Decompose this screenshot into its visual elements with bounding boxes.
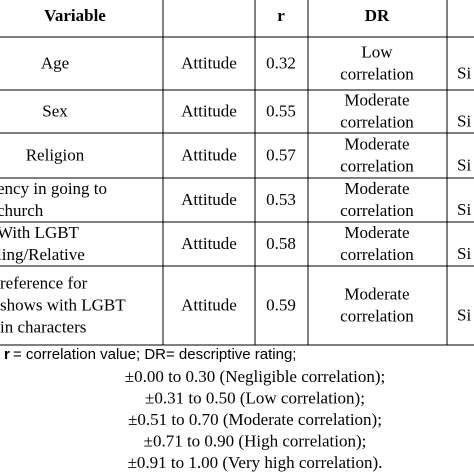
descriptive-rating: correlation bbox=[340, 306, 414, 325]
scale-note: ±0.91 to 1.00 (Very high correlation). bbox=[128, 453, 383, 472]
descriptive-rating: correlation bbox=[340, 245, 414, 264]
r-value: 0.53 bbox=[266, 190, 296, 209]
variable-label: Age bbox=[41, 53, 69, 72]
variable-label: shows with LGBT bbox=[0, 295, 126, 314]
r-value: 0.55 bbox=[266, 101, 296, 120]
variable-label: ency in going to bbox=[0, 179, 107, 198]
correlated-with: Attitude bbox=[181, 101, 237, 120]
variable-label: church bbox=[0, 201, 44, 220]
scale-note: ±0.71 to 0.90 (High correlation); bbox=[144, 431, 367, 450]
r-value: 0.58 bbox=[266, 234, 296, 253]
correlated-with: Attitude bbox=[181, 53, 237, 72]
remark: Si bbox=[457, 63, 471, 82]
variable-label: in characters bbox=[0, 317, 86, 336]
descriptive-rating: Moderate bbox=[344, 134, 409, 153]
scale-note: ±0.31 to 0.50 (Low correlation); bbox=[145, 388, 365, 407]
descriptive-rating: correlation bbox=[340, 64, 414, 83]
variable-label: Religion bbox=[26, 145, 85, 164]
descriptive-rating: correlation bbox=[340, 112, 414, 131]
header-variable: Variable bbox=[44, 6, 106, 25]
descriptive-rating: Moderate bbox=[344, 179, 409, 198]
header-r: r bbox=[277, 6, 285, 25]
r-value: 0.32 bbox=[266, 53, 296, 72]
remark: Si bbox=[457, 111, 471, 130]
remark: Si bbox=[457, 155, 471, 174]
legend-symbol: r bbox=[4, 346, 10, 363]
scale-note: ±0.00 to 0.30 (Negligible correlation); bbox=[125, 367, 386, 386]
legend-text: = correlation value; DR= descriptive rat… bbox=[13, 346, 296, 363]
correlated-with: Attitude bbox=[181, 145, 237, 164]
variable-label: Sex bbox=[42, 101, 68, 120]
remark: Si bbox=[457, 244, 471, 263]
correlated-with: Attitude bbox=[181, 190, 237, 209]
descriptive-rating: correlation bbox=[340, 156, 414, 175]
descriptive-rating: Moderate bbox=[344, 223, 409, 242]
variable-label: With LGBT bbox=[0, 223, 80, 242]
descriptive-rating: Moderate bbox=[344, 284, 409, 303]
variable-label: reference for bbox=[0, 273, 88, 292]
r-value: 0.57 bbox=[266, 145, 296, 164]
descriptive-rating: correlation bbox=[340, 201, 414, 220]
descriptive-rating: Low bbox=[361, 42, 393, 61]
variable-label: ling/Relative bbox=[0, 245, 85, 264]
scale-note: ±0.51 to 0.70 (Moderate correlation); bbox=[128, 410, 382, 429]
descriptive-rating: Moderate bbox=[344, 90, 409, 109]
remark: Si bbox=[457, 305, 471, 324]
remark: Si bbox=[457, 200, 471, 219]
r-value: 0.59 bbox=[266, 295, 296, 314]
correlated-with: Attitude bbox=[181, 295, 237, 314]
correlated-with: Attitude bbox=[181, 234, 237, 253]
header-dr: DR bbox=[365, 6, 390, 25]
